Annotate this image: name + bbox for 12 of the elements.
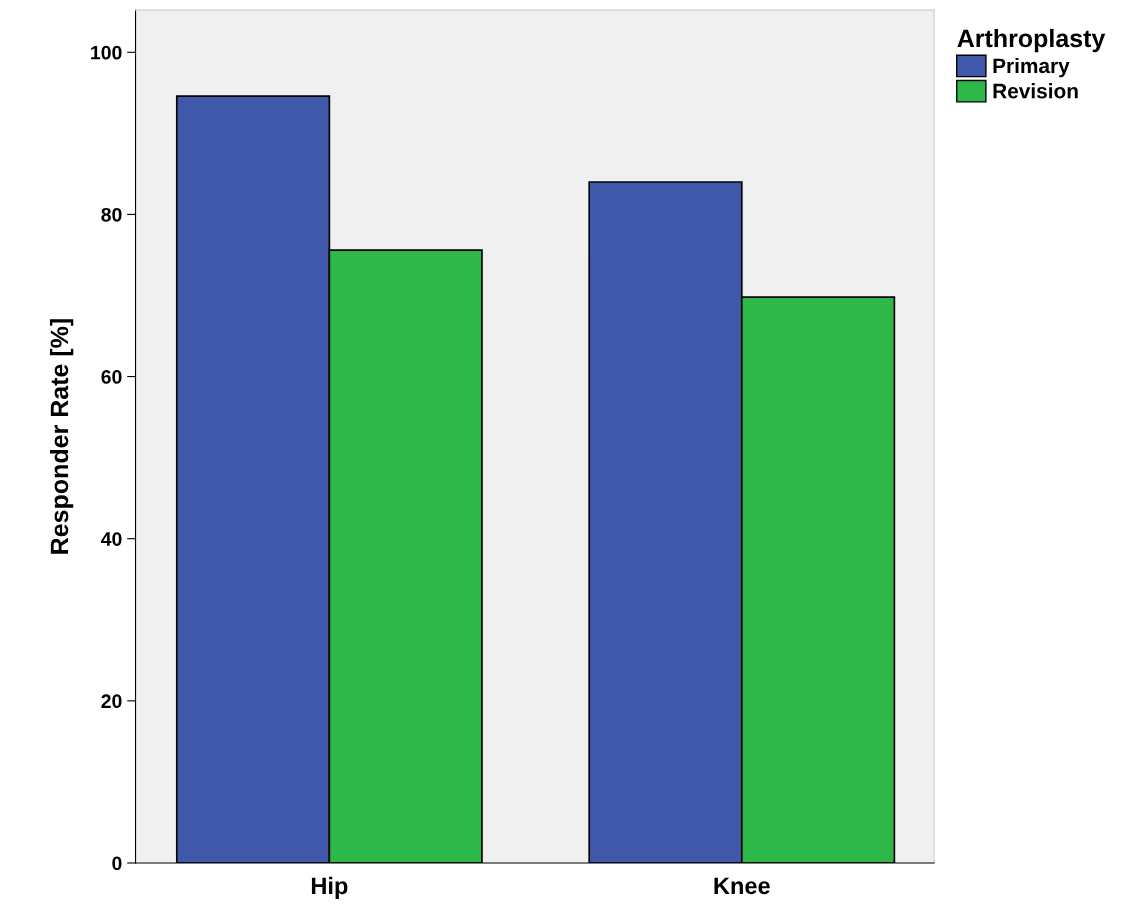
y-axis-title: Responder Rate [%] [49,319,74,554]
y-tick-label: 80 [101,207,122,222]
y-tick-label: 100 [91,45,122,60]
y-tick-label: 40 [101,532,122,546]
y-tick-label: 0 [112,856,122,871]
y-tick-label: 60 [101,370,122,384]
x-tick-label: Hip [311,876,348,899]
legend-title: Arthroplasty [957,28,1106,53]
legend-label: Primary [993,57,1070,78]
legend-label: Revision [993,83,1078,99]
x-tick-label: Knee [714,877,770,895]
y-tick-label: 20 [101,694,122,709]
